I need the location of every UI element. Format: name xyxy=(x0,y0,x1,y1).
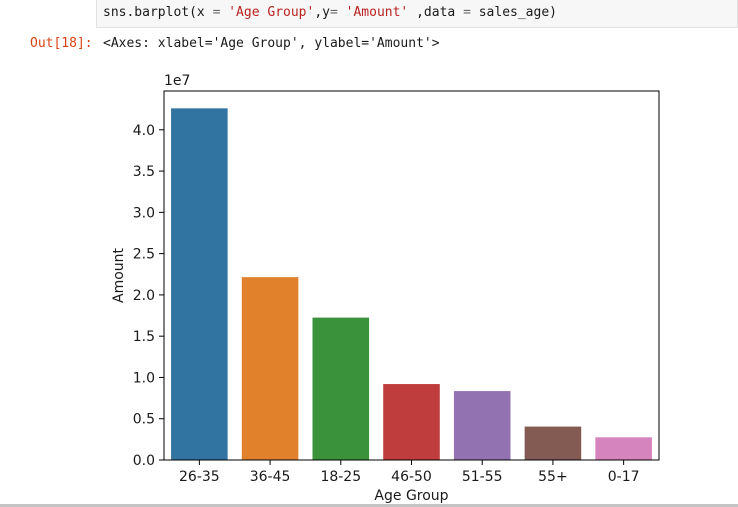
x-tick-label: 26-35 xyxy=(179,469,220,485)
code-line[interactable]: sns.barplot(x = 'Age Group',y= 'Amount' … xyxy=(103,5,557,20)
y-offset-label: 1e7 xyxy=(164,73,190,89)
output-text: <Axes: xlabel='Age Group', ylabel='Amoun… xyxy=(103,36,440,51)
bar-55+ xyxy=(524,426,582,460)
code-cell[interactable]: sns.barplot(x = 'Age Group',y= 'Amount' … xyxy=(96,0,738,28)
code-token: ,data xyxy=(408,5,464,20)
x-tick-label: 51-55 xyxy=(462,469,503,485)
bar-51-55 xyxy=(453,391,511,460)
code-token: 'Age Group' xyxy=(228,5,315,20)
bars-group xyxy=(171,108,652,460)
code-token: = xyxy=(329,5,338,20)
code-token: ,y xyxy=(314,5,330,20)
cell-separator xyxy=(0,504,738,507)
bar-0-17 xyxy=(595,437,652,460)
x-tick-label: 46-50 xyxy=(391,469,432,485)
x-tick-label: 18-25 xyxy=(320,469,361,485)
y-tick-label: 0.0 xyxy=(133,453,155,469)
y-tick-label: 4.0 xyxy=(133,123,155,139)
y-tick-label: 1.0 xyxy=(133,370,155,386)
bar-26-35 xyxy=(171,108,228,460)
code-token: = xyxy=(463,5,471,20)
y-tick-label: 3.5 xyxy=(133,164,155,180)
code-token: = xyxy=(212,5,221,20)
y-axis-label: Amount xyxy=(111,247,127,303)
output-prompt: Out[18]: xyxy=(30,36,93,51)
x-tick-label: 55+ xyxy=(538,469,568,485)
code-token: sales_age) xyxy=(470,5,557,20)
code-token xyxy=(338,5,346,20)
y-tick-label: 3.0 xyxy=(133,205,155,221)
x-tick-label: 0-17 xyxy=(608,469,640,485)
bar-46-50 xyxy=(383,384,440,460)
y-tick-label: 0.5 xyxy=(133,412,155,428)
bar-18-25 xyxy=(312,317,370,460)
y-tick-label: 2.0 xyxy=(133,288,155,304)
x-axis: 26-35 36-45 18-25 46-50 51-55 55+ 0-17 xyxy=(179,460,640,485)
bar-chart: 0.0 0.5 1.0 1.5 2.0 2.5 3.0 3.5 4.0 26-35 36-45 18… xyxy=(111,73,660,504)
code-token: 'Amount' xyxy=(345,5,409,20)
bar-36-45 xyxy=(241,277,299,460)
x-axis-label: Age Group xyxy=(374,488,448,504)
x-tick-label: 36-45 xyxy=(250,469,291,485)
y-tick-label: 1.5 xyxy=(133,329,155,345)
y-tick-label: 2.5 xyxy=(133,247,155,263)
y-axis: 0.0 0.5 1.0 1.5 2.0 2.5 3.0 3.5 4.0 xyxy=(133,123,164,469)
code-token: sns.barplot(x xyxy=(103,5,213,20)
